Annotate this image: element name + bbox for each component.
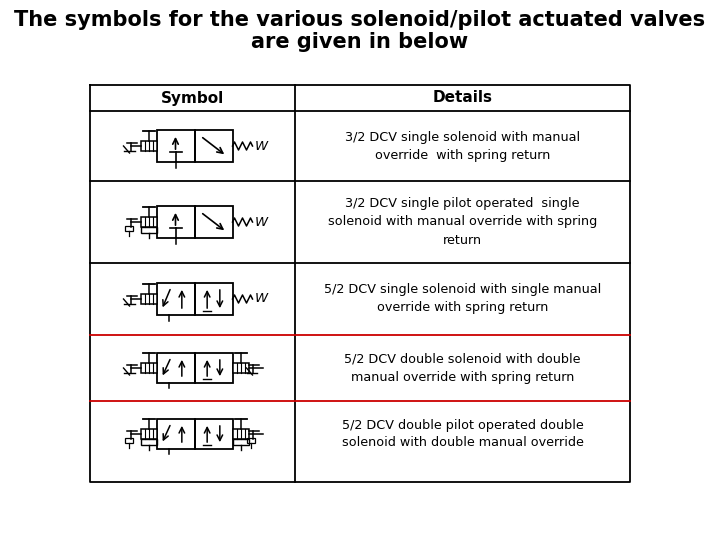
Bar [194,353,233,383]
Bar [194,206,233,238]
Bar [233,439,248,445]
Bar [194,419,233,449]
Bar [140,439,156,445]
Bar [125,226,132,231]
Text: 5/2 DCV double solenoid with double
manual override with spring return: 5/2 DCV double solenoid with double manu… [344,353,581,383]
Bar [233,429,248,439]
Text: 5/2 DCV double pilot operated double
solenoid with double manual override: 5/2 DCV double pilot operated double sol… [341,418,583,449]
Text: Symbol: Symbol [161,91,224,105]
Text: Details: Details [433,91,492,105]
Bar [140,294,156,304]
Bar [140,227,156,233]
Bar [246,438,254,443]
Bar [194,283,233,315]
Text: are given in below: are given in below [251,32,469,52]
Bar [140,429,156,439]
Bar [156,353,194,383]
Bar [140,141,156,151]
Bar [156,130,194,162]
Bar [156,206,194,238]
Text: 3/2 DCV single pilot operated  single
solenoid with manual override with spring
: 3/2 DCV single pilot operated single sol… [328,198,597,246]
Text: The symbols for the various solenoid/pilot actuated valves: The symbols for the various solenoid/pil… [14,10,706,30]
Text: 3/2 DCV single solenoid with manual
override  with spring return: 3/2 DCV single solenoid with manual over… [345,131,580,161]
Bar [233,363,248,373]
Text: W: W [254,139,268,152]
Bar [140,217,156,227]
Bar [194,130,233,162]
Text: W: W [254,215,268,228]
Bar [125,438,132,443]
Text: W: W [254,293,268,306]
Bar [140,363,156,373]
Bar [156,419,194,449]
Text: 5/2 DCV single solenoid with single manual
override with spring return: 5/2 DCV single solenoid with single manu… [324,284,601,314]
Bar [156,283,194,315]
